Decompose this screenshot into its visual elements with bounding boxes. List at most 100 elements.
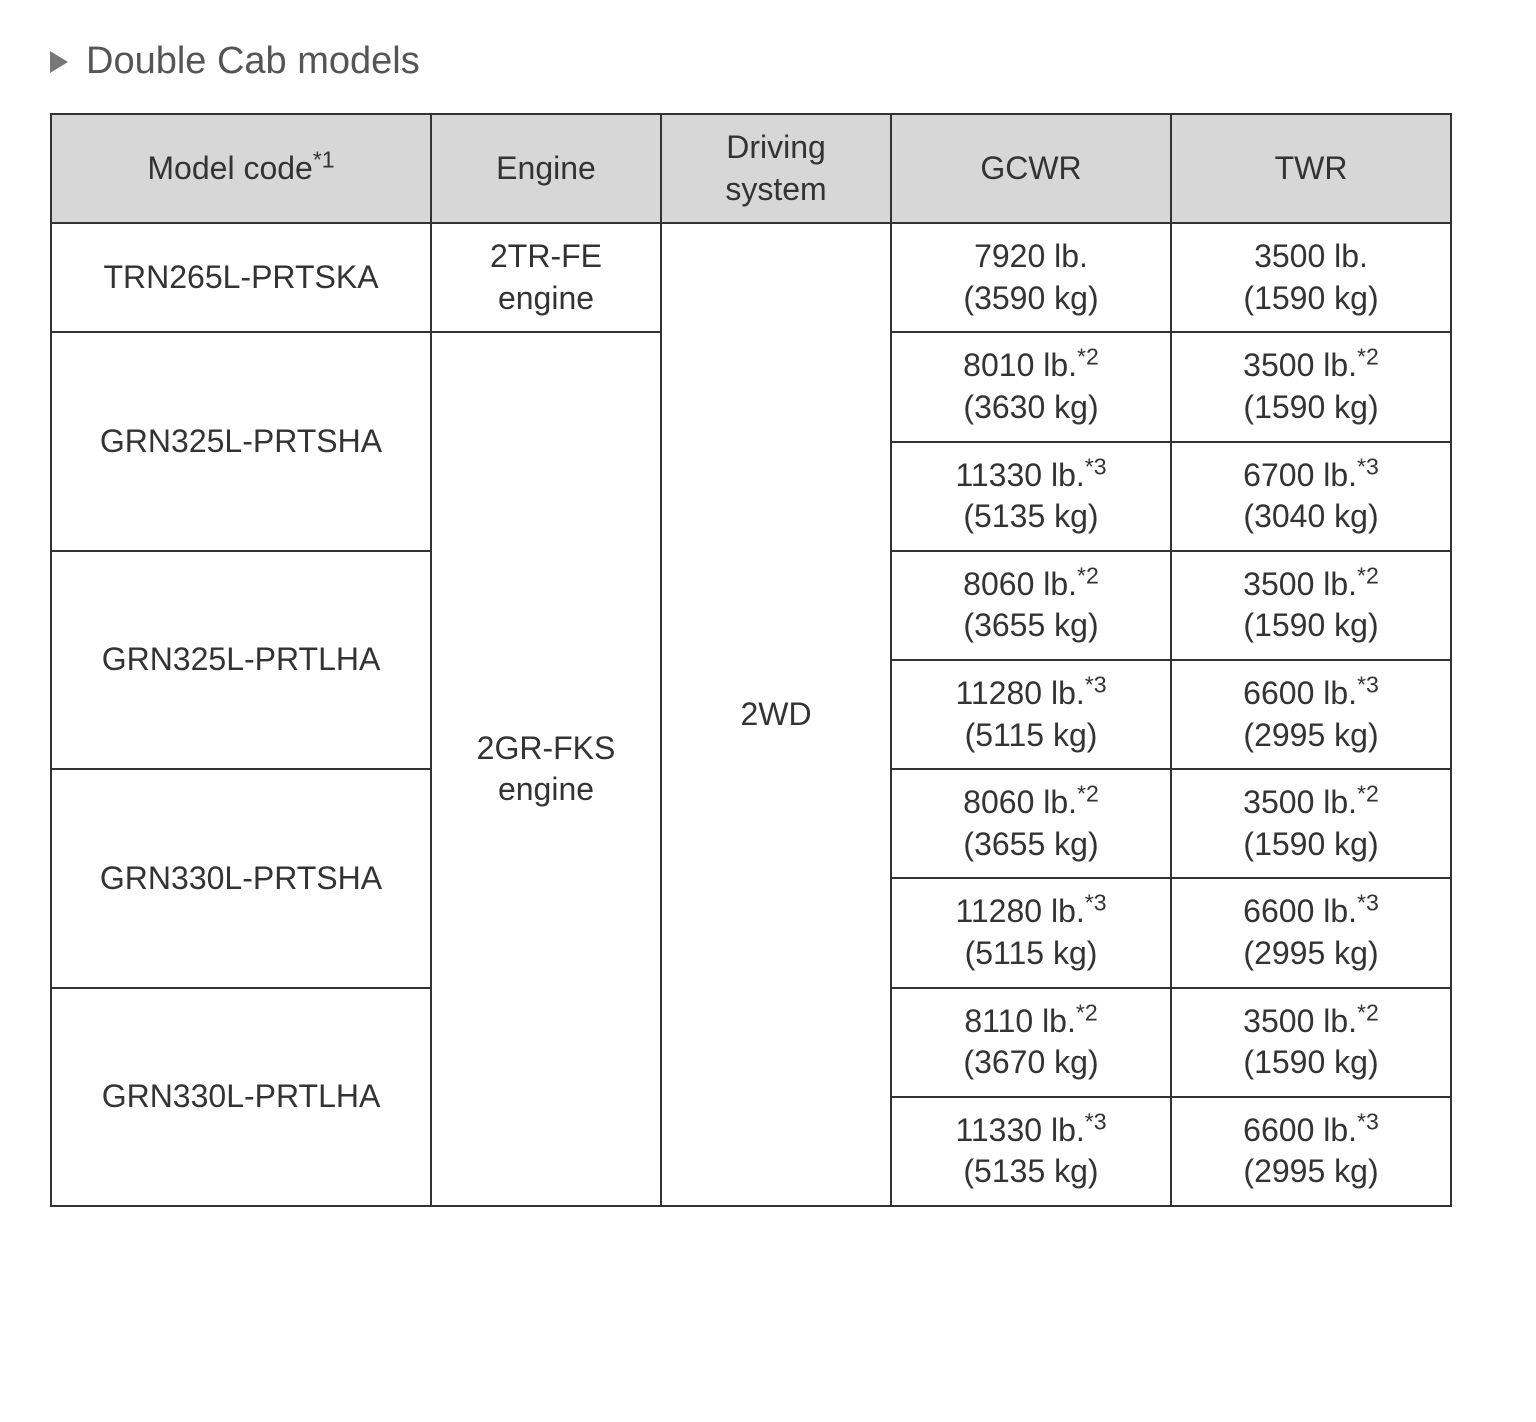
footnote-marker: *2 xyxy=(1077,562,1099,588)
weight-lb: 3500 lb. xyxy=(1243,566,1357,602)
weight-kg: (2995 kg) xyxy=(1243,715,1379,757)
column-header-label: Model code xyxy=(147,150,312,186)
weight-cell: 8060 lb.*2 (3655 kg) xyxy=(891,551,1171,660)
engine-cell: 2TR-FE engine xyxy=(431,223,661,332)
weight-cell: 6600 lb.*3 (2995 kg) xyxy=(1171,1097,1451,1206)
weight-kg: (1590 kg) xyxy=(1243,1042,1379,1084)
weight-cell: 3500 lb.*2 (1590 kg) xyxy=(1171,332,1451,441)
column-header-label: Engine xyxy=(496,150,596,186)
engine-word: engine xyxy=(498,280,594,316)
driving-system-cell: 2WD xyxy=(661,223,891,1206)
weight-cell: 3500 lb.*2 (1590 kg) xyxy=(1171,769,1451,878)
weight-lb: 6700 lb. xyxy=(1243,457,1357,493)
section-title: Double Cab models xyxy=(86,40,420,83)
table-head: Model code*1 Engine Driving system GCWR TWR xyxy=(51,114,1451,223)
weight-lb: 3500 lb. xyxy=(1254,238,1368,274)
weight-kg: (5115 kg) xyxy=(955,933,1106,975)
weight-cell: 3500 lb.*2(1590 kg) xyxy=(1171,551,1451,660)
model-code-cell: GRN330L-PRTSHA xyxy=(51,769,431,987)
weight-lb: 6600 lb. xyxy=(1243,1112,1357,1148)
weight-cell: 11280 lb.*3 (5115 kg) xyxy=(891,660,1171,769)
column-header-label: Driving xyxy=(726,129,826,165)
weight-lb: 11330 lb. xyxy=(955,457,1084,493)
engine-name: 2GR-FKS xyxy=(477,730,616,766)
model-code-cell: GRN330L-PRTLHA xyxy=(51,988,431,1206)
weight-cell: 11330 lb.*3 (5135 kg) xyxy=(891,442,1171,551)
footnote-marker: *3 xyxy=(1357,453,1379,479)
weight-kg: (3655 kg) xyxy=(963,605,1099,647)
column-header-label: TWR xyxy=(1275,150,1348,186)
weight-kg: (2995 kg) xyxy=(1243,1151,1379,1193)
footnote-marker: *2 xyxy=(1357,999,1379,1025)
weight-cell: 6600 lb.*3 (2995 kg) xyxy=(1171,660,1451,769)
weight-lb: 8010 lb. xyxy=(963,347,1077,383)
engine-word: engine xyxy=(498,771,594,807)
column-header: Engine xyxy=(431,114,661,223)
weight-cell: 8060 lb.*2 (3655 kg) xyxy=(891,769,1171,878)
weight-lb: 8060 lb. xyxy=(963,784,1077,820)
column-header-label: GCWR xyxy=(980,150,1081,186)
footnote-marker: *3 xyxy=(1085,671,1107,697)
column-header: Driving system xyxy=(661,114,891,223)
footnote-marker: *3 xyxy=(1085,453,1107,479)
weight-kg: (5135 kg) xyxy=(955,1151,1106,1193)
footnote-marker: *3 xyxy=(1085,1108,1107,1134)
weight-lb: 3500 lb. xyxy=(1243,784,1357,820)
weight-cell: 7920 lb. (3590 kg) xyxy=(891,223,1171,332)
table-body: TRN265L-PRTSKA 2TR-FE engine 2WD 7920 lb. (35… xyxy=(51,223,1451,1206)
footnote-marker: *3 xyxy=(1357,1108,1379,1134)
weight-lb: 7920 lb. xyxy=(974,238,1088,274)
weight-lb: 6600 lb. xyxy=(1243,893,1357,929)
weight-kg: (3040 kg) xyxy=(1243,496,1379,538)
column-header: GCWR xyxy=(891,114,1171,223)
weight-kg: (5115 kg) xyxy=(955,715,1106,757)
weight-kg: (1590 kg) xyxy=(1243,278,1378,320)
weight-lb: 11280 lb. xyxy=(955,893,1084,929)
weight-kg: (5135 kg) xyxy=(955,496,1106,538)
weight-kg: (1590 kg) xyxy=(1243,605,1379,647)
weight-kg: (1590 kg) xyxy=(1243,387,1379,429)
weight-cell: 8010 lb.*2(3630 kg) xyxy=(891,332,1171,441)
column-header: Model code*1 xyxy=(51,114,431,223)
weight-kg: (3655 kg) xyxy=(963,824,1099,866)
model-code-cell: TRN265L-PRTSKA xyxy=(51,223,431,332)
triangle-bullet-icon xyxy=(50,51,68,73)
column-header-label: system xyxy=(725,171,826,207)
specs-table: Model code*1 Engine Driving system GCWR TWR T… xyxy=(50,113,1452,1207)
weight-cell: 6700 lb.*3 (3040 kg) xyxy=(1171,442,1451,551)
column-header: TWR xyxy=(1171,114,1451,223)
weight-lb: 11280 lb. xyxy=(955,675,1084,711)
weight-kg: (1590 kg) xyxy=(1243,824,1379,866)
weight-cell: 3500 lb. (1590 kg) xyxy=(1171,223,1451,332)
model-code-cell: GRN325L-PRTSHA xyxy=(51,332,431,550)
weight-lb: 8110 lb. xyxy=(964,1003,1076,1039)
weight-lb: 3500 lb. xyxy=(1243,347,1357,383)
weight-cell: 3500 lb.*2 (1590 kg) xyxy=(1171,988,1451,1097)
table-row: TRN265L-PRTSKA2TR-FEengine2WD7920 lb.(35… xyxy=(51,223,1451,332)
weight-cell: 11330 lb.*3 (5135 kg) xyxy=(891,1097,1171,1206)
weight-cell: 11280 lb.*3 (5115 kg) xyxy=(891,878,1171,987)
footnote-marker: *3 xyxy=(1085,890,1107,916)
footnote-marker: *3 xyxy=(1357,671,1379,697)
weight-kg: (3670 kg) xyxy=(963,1042,1098,1084)
footnote-marker: *2 xyxy=(1076,999,1098,1025)
section-heading: Double Cab models xyxy=(50,40,1486,83)
footnote-marker: *1 xyxy=(313,146,335,172)
footnote-marker: *2 xyxy=(1077,780,1099,806)
footnote-marker: *3 xyxy=(1357,890,1379,916)
footnote-marker: *2 xyxy=(1357,780,1379,806)
weight-lb: 3500 lb. xyxy=(1243,1003,1357,1039)
footnote-marker: *2 xyxy=(1357,344,1379,370)
model-code-cell: GRN325L-PRTLHA xyxy=(51,551,431,769)
weight-lb: 6600 lb. xyxy=(1243,675,1357,711)
engine-cell: 2GR-FKS engine xyxy=(431,332,661,1206)
weight-cell: 6600 lb.*3 (2995 kg) xyxy=(1171,878,1451,987)
weight-kg: (2995 kg) xyxy=(1243,933,1379,975)
engine-name: 2TR-FE xyxy=(490,238,602,274)
table-header-row: Model code*1 Engine Driving system GCWR TWR xyxy=(51,114,1451,223)
weight-kg: (3630 kg) xyxy=(963,387,1099,429)
weight-cell: 8110 lb.*2 (3670 kg) xyxy=(891,988,1171,1097)
weight-lb: 8060 lb. xyxy=(963,566,1077,602)
weight-kg: (3590 kg) xyxy=(963,278,1098,320)
weight-lb: 11330 lb. xyxy=(955,1112,1084,1148)
